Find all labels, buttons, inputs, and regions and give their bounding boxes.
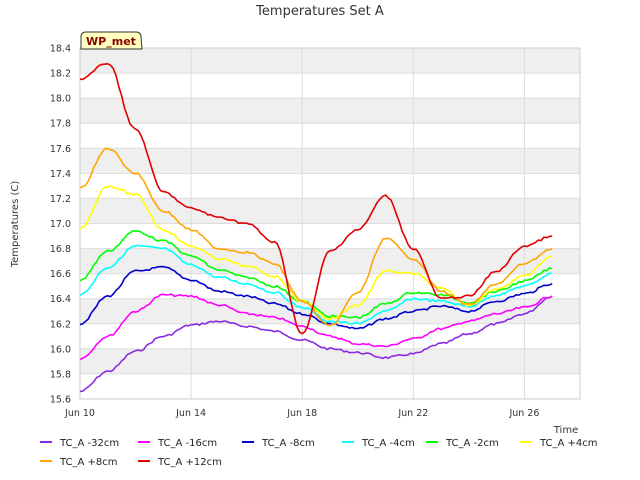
wp-met-badge: WP_met (80, 31, 143, 50)
y-tick-label: 16.8 (50, 244, 71, 255)
series-line (79, 147, 553, 327)
plot-band (80, 348, 580, 374)
x-axis-ticks: Jun 10 Jun 14 Jun 18 Jun 22 Jun 26 (64, 408, 539, 419)
y-tick-label: 16.0 (50, 344, 71, 355)
x-tick-label: Jun 26 (508, 408, 539, 419)
x-tick-label: Jun 14 (175, 408, 206, 419)
plot-band (80, 98, 580, 124)
legend-label: TC_A +8cm (59, 457, 118, 468)
x-tick-label: Jun 18 (286, 408, 317, 419)
legend-label: TC_A -32cm (59, 438, 119, 449)
series-line (79, 295, 553, 393)
chart-title: Temperatures Set A (255, 4, 384, 19)
y-tick-label: 18.4 (50, 44, 71, 55)
y-axis-label: Temperatures (C) (10, 181, 21, 269)
plot-frame (79, 47, 581, 400)
plot-band (80, 248, 580, 274)
legend-label: TC_A -16cm (157, 438, 217, 449)
legend-label: TC_A +12cm (157, 457, 222, 468)
y-tick-label: 17.2 (50, 194, 71, 205)
plot-band (80, 48, 580, 74)
legend-label: TC_A -8cm (261, 438, 315, 449)
plot-band (80, 148, 580, 174)
y-tick-label: 18.2 (50, 69, 71, 80)
y-tick-label: 17.8 (50, 119, 71, 130)
y-tick-label: 15.6 (50, 395, 71, 406)
y-tick-label: 16.6 (50, 269, 71, 280)
y-tick-label: 16.4 (50, 294, 71, 305)
y-tick-label: 16.2 (50, 319, 71, 330)
y-axis-ticks: 15.6 15.8 16.0 16.2 16.4 16.6 16.8 17.0 17.2 17.4… (50, 44, 71, 406)
series-line (79, 230, 553, 319)
x-tick-label: Jun 22 (397, 408, 428, 419)
x-tick-label: Jun 10 (64, 408, 95, 419)
series-line (79, 293, 553, 361)
legend: TC_A -32cm TC_A -16cm TC_A -8cm TC_A -4cm TC… (40, 438, 598, 468)
y-tick-label: 15.8 (50, 369, 71, 380)
legend-label: TC_A -2cm (445, 438, 499, 449)
y-tick-label: 17.6 (50, 144, 71, 155)
series-lines (79, 63, 553, 393)
badge-label: WP_met (86, 35, 136, 48)
y-tick-label: 17.4 (50, 169, 71, 180)
series-line (79, 63, 553, 335)
legend-label: TC_A -4cm (361, 438, 415, 449)
y-tick-label: 17.0 (50, 219, 71, 230)
series-line (79, 265, 553, 330)
x-axis-label: Time (553, 425, 578, 436)
plot-background-bands (80, 48, 580, 374)
y-tick-label: 18.0 (50, 94, 71, 105)
legend-label: TC_A +4cm (539, 438, 598, 449)
